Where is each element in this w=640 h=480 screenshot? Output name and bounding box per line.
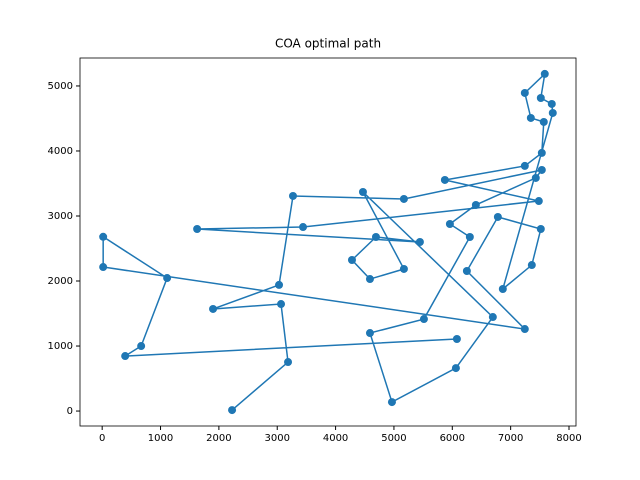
y-tick-label: 1000 [48,341,73,352]
point [284,358,293,367]
point [534,197,543,206]
point [547,99,556,108]
y-tick-label: 2000 [48,276,73,287]
point [99,232,108,241]
point [471,200,480,209]
point [537,148,546,157]
point [358,188,367,197]
y-tick-label: 0 [67,406,73,417]
point [520,161,529,170]
y-tick-label: 3000 [48,211,73,222]
point [228,406,237,415]
point [99,263,108,272]
point [539,117,548,126]
point [462,266,471,275]
point [548,108,557,117]
point [163,274,172,283]
x-tick-label: 8000 [556,433,581,444]
x-tick-label: 4000 [323,433,348,444]
point [347,256,356,265]
point [445,219,454,228]
point [399,264,408,273]
point [299,223,308,232]
x-tick-label: 0 [99,433,105,444]
point [137,342,146,351]
point [193,224,202,233]
point [526,113,535,122]
x-tick-label: 1000 [148,433,173,444]
point [465,232,474,241]
point [399,194,408,203]
point [451,364,460,373]
x-tick-label: 6000 [440,433,465,444]
point [452,335,461,344]
point [527,261,536,270]
point [365,329,374,338]
point [520,88,529,97]
point [277,300,286,309]
y-tick-label: 5000 [48,81,73,92]
point [275,280,284,289]
x-tick-label: 5000 [381,433,406,444]
point [540,69,549,78]
point [536,224,545,233]
point [387,398,396,407]
point [371,232,380,241]
point [365,275,374,284]
point [440,175,449,184]
chart-title: COA optimal path [275,37,381,51]
point [520,325,529,334]
point [493,212,502,221]
point [121,352,130,361]
point [498,285,507,294]
point [488,313,497,322]
point [537,165,546,174]
point [419,315,428,324]
point [415,238,424,246]
point [536,93,545,102]
point [209,304,218,313]
x-tick-label: 3000 [265,433,290,444]
point [531,173,540,182]
plot-frame [79,57,577,427]
x-tick-label: 7000 [498,433,523,444]
y-tick-label: 4000 [48,146,73,157]
x-tick-label: 2000 [206,433,231,444]
point [288,191,297,200]
